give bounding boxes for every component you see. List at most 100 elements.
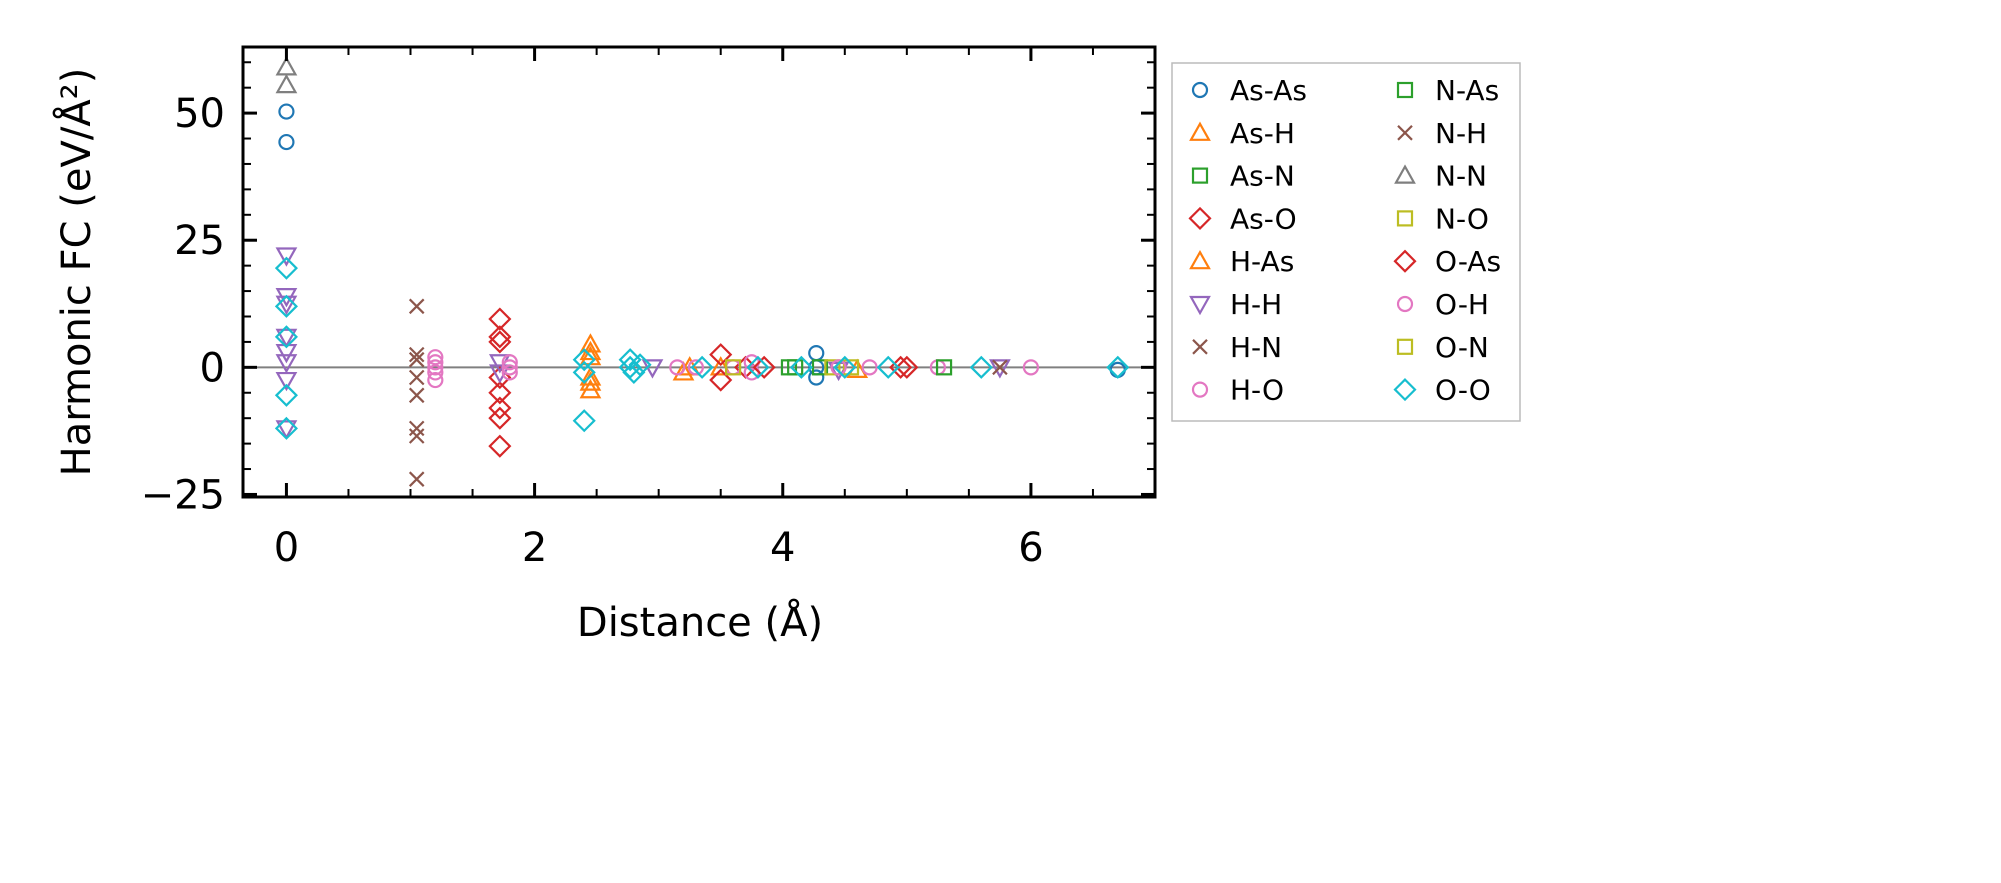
legend-marker-diamond-icon [1188,206,1212,230]
legend-item: N-As [1396,74,1499,107]
series-as-o [488,307,919,458]
legend-item: As-N [1191,160,1295,193]
data-point [833,355,857,379]
legend-label: As-O [1230,202,1297,235]
data-point [274,294,298,318]
legend-marker-square-icon [1396,81,1414,99]
legend-item: As-O [1188,202,1297,235]
data-point [275,247,298,267]
data-points [274,56,1130,487]
legend-item: H-As [1189,245,1294,278]
legend-marker-triangle-up-icon [1189,249,1211,270]
data-point [572,348,596,372]
data-point [830,359,847,376]
data-point [408,428,425,444]
data-point [1022,359,1040,376]
data-point [275,343,298,364]
data-point [408,369,425,386]
data-point [427,359,444,376]
data-point [572,409,596,433]
series-as-as [278,103,1126,386]
data-point [488,330,512,354]
series-n-as [787,359,953,376]
data-point [408,298,425,315]
legend-marker-square-icon [1191,167,1209,184]
data-point [579,366,602,386]
data-point [408,351,425,368]
data-point [1109,361,1126,378]
series-h-h [275,247,1011,440]
y-tick-label: −25 [141,472,225,518]
data-point [622,360,646,384]
data-point [408,471,425,487]
x-tick-label: 4 [770,525,795,571]
data-point [274,383,298,407]
data-point [579,333,602,353]
y-tick-label: 25 [174,218,225,264]
series-o-o [274,256,1130,440]
axis-ticks: 0 2 4 6 −25 0 25 50 [141,47,1156,571]
data-point [572,360,596,384]
data-point [861,359,878,376]
y-tick-label: 0 [200,345,225,391]
data-point [824,359,841,376]
data-point [709,368,733,392]
legend-label: As-As [1230,74,1307,107]
x-axis-title: Distance (Å) [577,598,823,646]
data-point [427,364,444,381]
data-point [501,359,518,376]
legend-label: H-O [1230,374,1284,407]
legend-item: As-As [1191,74,1307,107]
data-point [895,355,919,379]
data-point [501,364,518,381]
data-point [752,355,776,379]
data-point [274,256,298,280]
x-tick-label: 6 [1018,525,1043,571]
plot-frame [241,45,1157,499]
data-point [842,359,860,376]
legend-marker-circle-icon [1396,295,1414,313]
data-point [690,355,714,379]
data-point [488,381,512,405]
legend-item: H-N [1192,331,1282,364]
data-point [278,133,295,151]
legend-item: H-O [1191,374,1284,407]
legend-label: N-N [1435,160,1487,193]
data-point [488,396,512,420]
legend-item: O-N [1396,331,1489,364]
legend-label: O-O [1435,374,1491,407]
legend-item: N-H [1397,117,1487,150]
data-point [427,371,444,389]
series-o-n [725,359,742,376]
legend-item: O-O [1393,374,1491,407]
legend-label: H-As [1230,245,1294,278]
data-point [427,354,444,371]
data-point [408,420,425,437]
data-point [275,328,298,349]
legend-label: O-N [1435,331,1489,364]
data-point [808,369,825,386]
legend-label: N-O [1435,202,1489,235]
data-point [275,354,298,374]
data-point [969,355,993,379]
data-point [725,359,742,376]
legend-marker-diamond-icon [1393,249,1417,273]
data-point [275,420,298,440]
legend-item: N-N [1394,160,1487,193]
y-tick-label: 50 [174,91,225,137]
data-point [935,359,953,376]
data-point [709,343,733,367]
legend-item: O-H [1396,288,1489,321]
data-point [992,359,1008,376]
data-point [278,103,295,120]
legend-marker-square-icon [1396,338,1414,355]
data-point [488,406,512,430]
data-point [787,359,804,376]
legend-marker-x-icon [1397,125,1413,141]
data-point [408,346,425,363]
legend-label: N-As [1435,74,1499,107]
data-point [618,348,642,372]
data-point [669,359,686,376]
data-point [427,349,444,366]
data-point [1106,355,1130,379]
